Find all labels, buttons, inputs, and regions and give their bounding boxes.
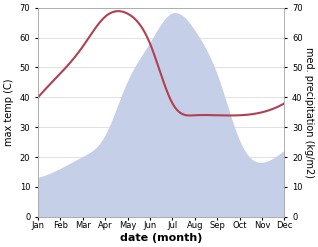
X-axis label: date (month): date (month) — [120, 233, 203, 243]
Y-axis label: max temp (C): max temp (C) — [4, 79, 14, 146]
Y-axis label: med. precipitation (kg/m2): med. precipitation (kg/m2) — [304, 47, 314, 178]
